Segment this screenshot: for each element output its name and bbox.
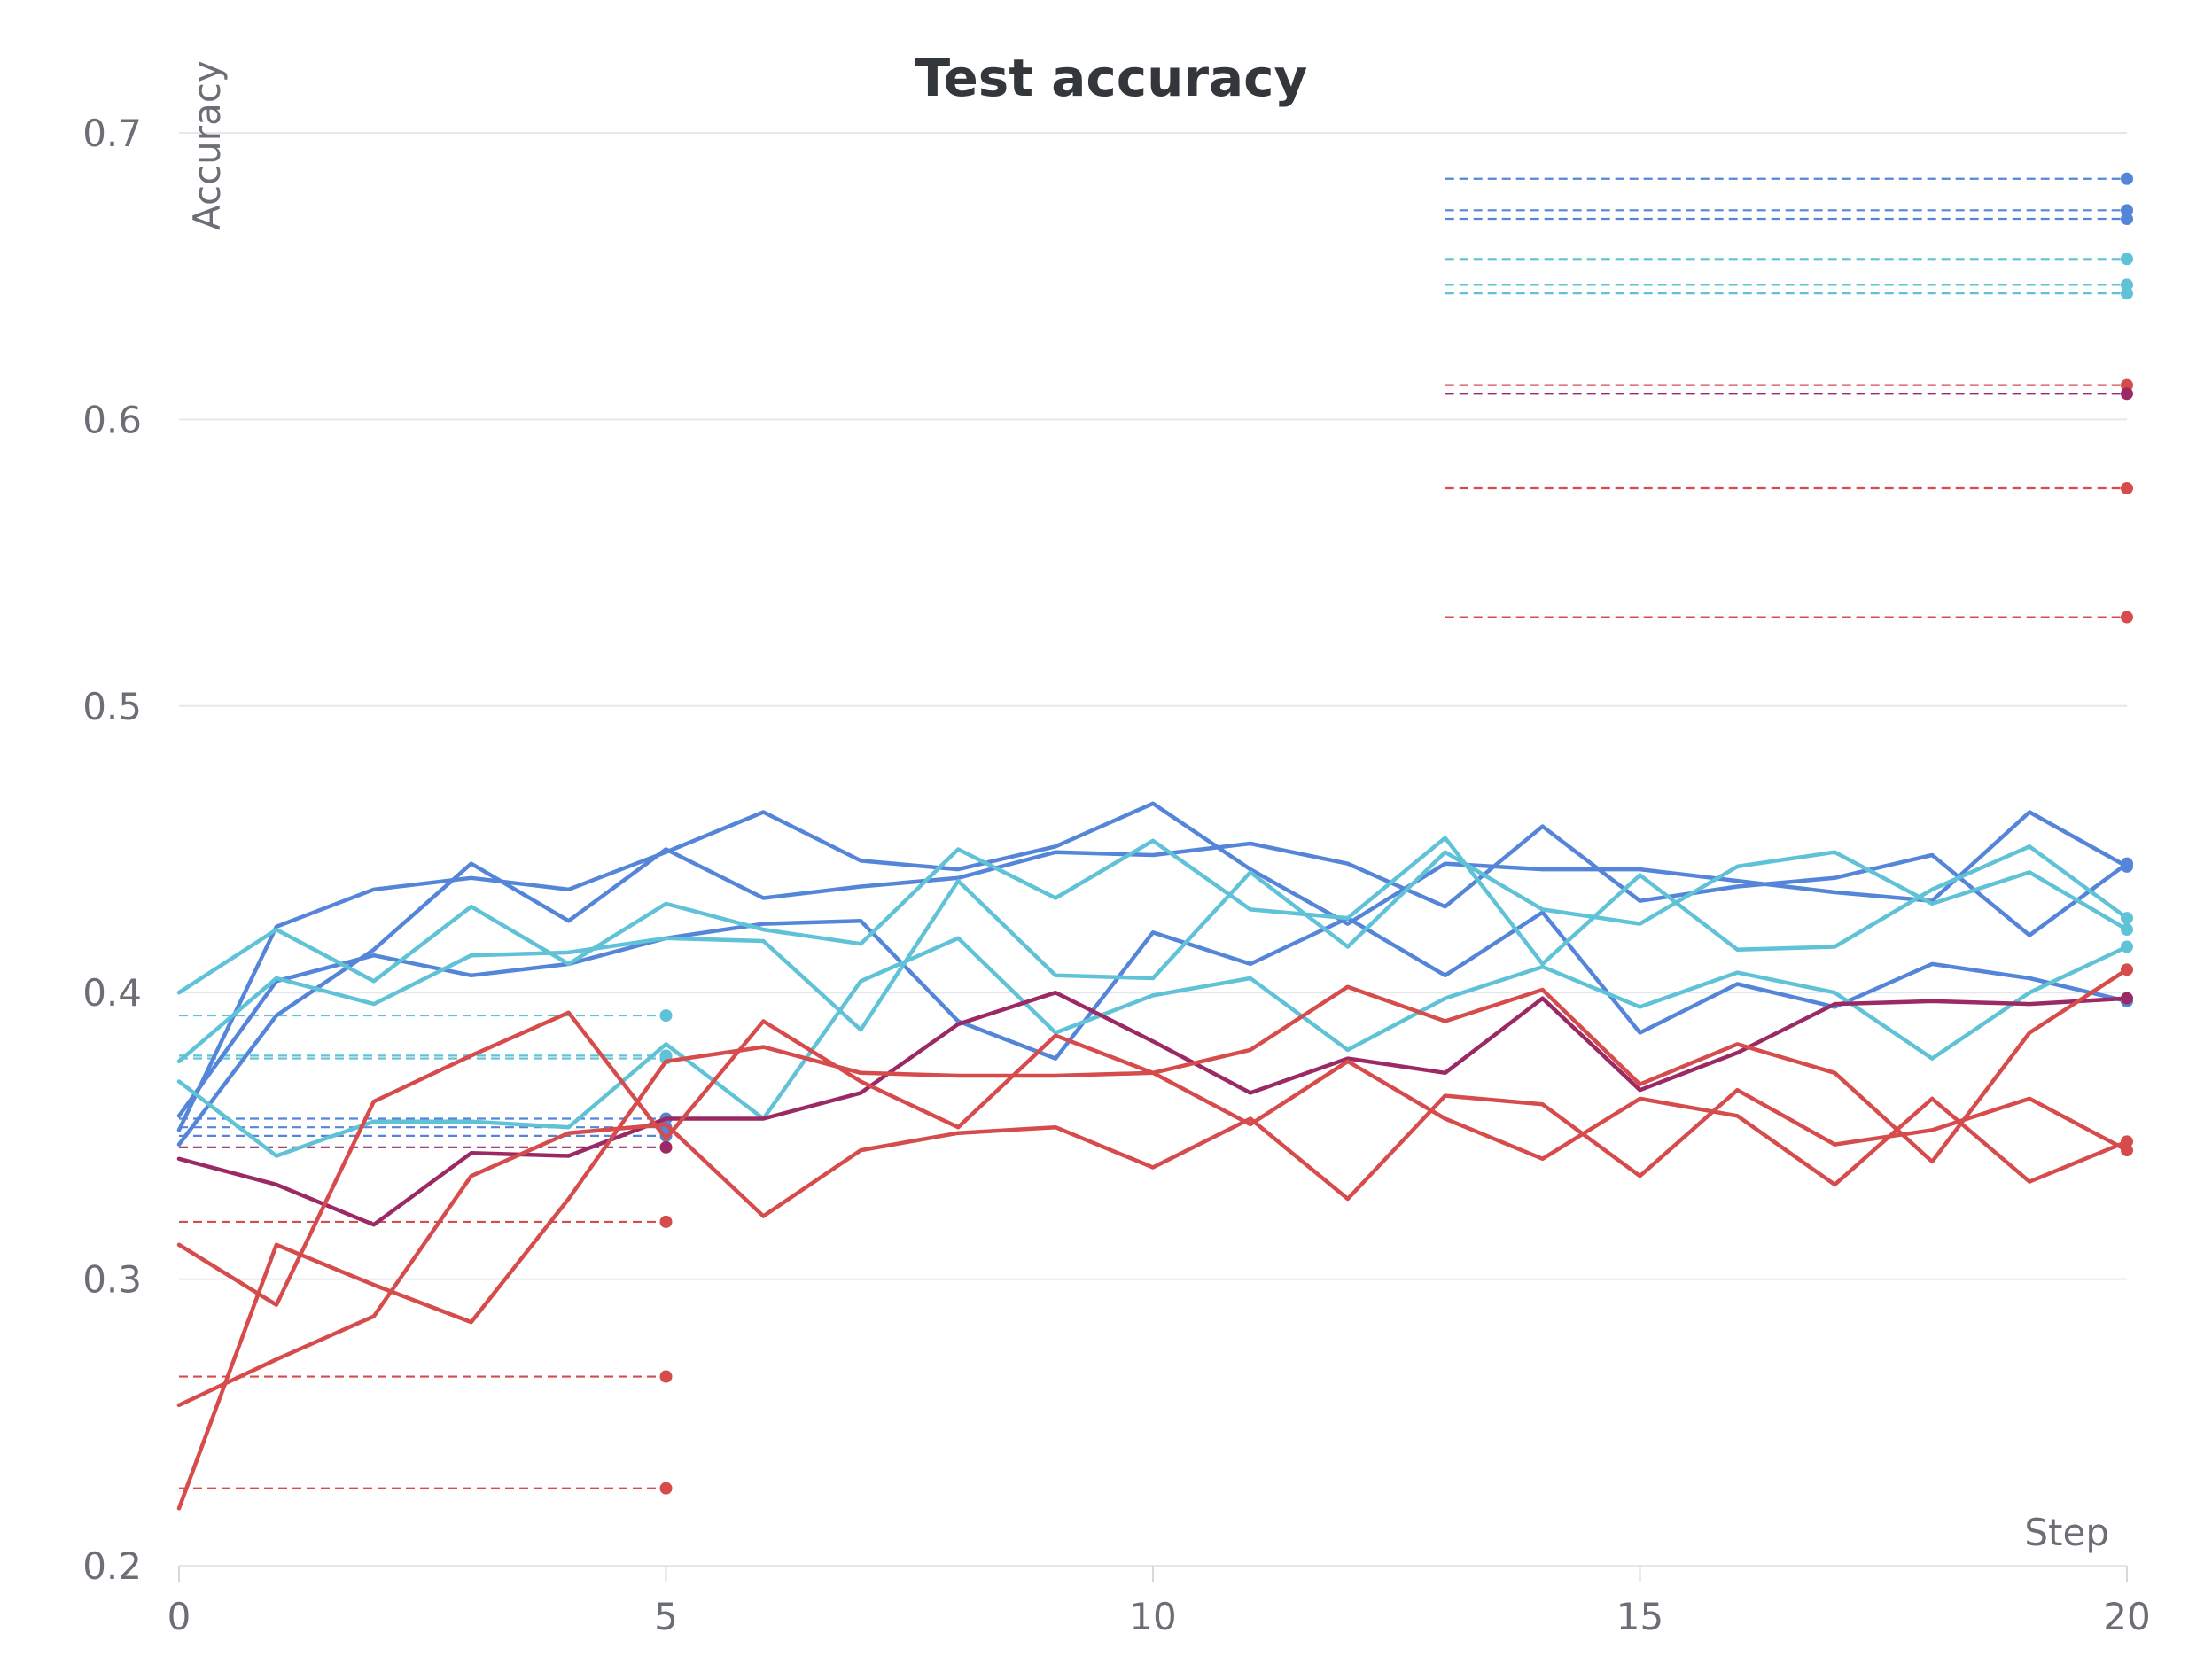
series-line <box>176 1010 2130 1307</box>
x-tick-label: 15 <box>1616 1595 1663 1638</box>
reference-point <box>2121 387 2133 401</box>
reference-point <box>2121 378 2133 392</box>
chart-title: Test accuracy <box>915 48 1308 108</box>
x-tick-label: 5 <box>654 1595 678 1638</box>
series-end-point <box>2121 1135 2133 1148</box>
reference-point <box>659 1482 673 1495</box>
y-tick-label: 0.7 <box>82 112 142 155</box>
series-line <box>176 850 2130 1064</box>
x-tick-label: 20 <box>2103 1595 2150 1638</box>
y-tick-label: 0.6 <box>82 398 142 441</box>
reference-point <box>2121 213 2133 226</box>
reference-point <box>2121 278 2133 292</box>
reference-point <box>2121 482 2133 495</box>
series-end-point <box>2121 992 2133 1005</box>
series-line <box>176 910 2130 1118</box>
reference-point <box>2121 253 2133 266</box>
reference-point <box>659 1009 673 1023</box>
x-tick-label: 10 <box>1129 1595 1176 1638</box>
series-end-point <box>2121 963 2133 976</box>
reference-lines <box>179 172 2133 1495</box>
reference-point <box>2121 287 2133 300</box>
series-end-point <box>2121 923 2133 937</box>
reference-point <box>2121 611 2133 624</box>
reference-point <box>2121 172 2133 185</box>
y-tick-label: 0.3 <box>82 1258 142 1302</box>
series-end-point <box>2121 940 2133 953</box>
series-end-point <box>2121 912 2133 925</box>
reference-point <box>659 1370 673 1383</box>
y-tick-label: 0.2 <box>82 1544 142 1588</box>
reference-point <box>2121 204 2133 217</box>
x-axis-label: Step <box>2024 1511 2109 1554</box>
series-lines <box>176 801 2133 1511</box>
y-axis-label: Accuracy <box>185 60 229 230</box>
series-line <box>176 836 2130 995</box>
series-line <box>176 824 2130 1147</box>
y-tick-label: 0.4 <box>82 971 142 1015</box>
series-line <box>176 1087 2130 1408</box>
reference-point <box>659 1215 673 1228</box>
axes: 0.2 0.3 0.4 0.5 0.6 0.7 0 5 10 15 20 <box>82 112 2151 1638</box>
gridlines <box>179 132 2127 1567</box>
x-tick-label: 0 <box>167 1595 191 1638</box>
series-line <box>176 968 2130 1511</box>
series-line <box>176 990 2130 1227</box>
reference-point <box>659 1140 673 1154</box>
y-tick-label: 0.5 <box>82 685 142 728</box>
series-end-point <box>2121 1144 2133 1157</box>
series-end-point <box>2121 857 2133 870</box>
series-line <box>176 936 2130 1158</box>
